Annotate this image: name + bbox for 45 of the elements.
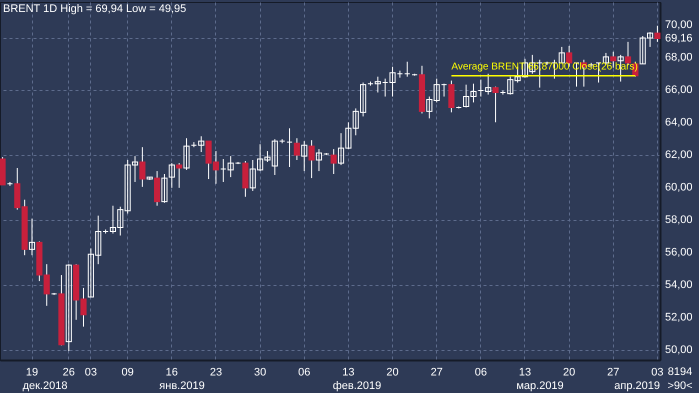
x-tick-label: 27 <box>607 366 620 378</box>
x-tick-label: 26 <box>62 366 75 378</box>
x-tick-label: 27 <box>430 366 443 378</box>
text: 8194 <box>668 366 692 378</box>
x-tick-label: 06 <box>298 366 310 378</box>
x-tick-label: 19 <box>26 366 38 378</box>
text: дек.2018 <box>22 380 68 392</box>
x-tick-label: 20 <box>386 366 399 378</box>
candlestick <box>28 218 36 256</box>
y-tick-label: 50,00 <box>665 344 693 356</box>
candlestick <box>161 174 168 204</box>
x-tick-label: 20 <box>563 366 576 378</box>
candlestick <box>558 46 565 64</box>
x-tick-label: 03 <box>84 366 97 378</box>
y-tick-label: 54,00 <box>665 279 693 292</box>
candlestick <box>183 138 190 170</box>
x-tick-label: 09 <box>122 366 134 378</box>
text: мар.2019 <box>516 380 564 392</box>
chart-title: BRENT 1D High = 69,94 Low = 49,95 <box>3 3 186 15</box>
y-tick-label: 64,00 <box>665 116 693 128</box>
x-tick-label: 03 <box>651 366 664 378</box>
candlestick <box>66 264 72 352</box>
x-tick-label: 16 <box>166 366 178 378</box>
x-tick-label: 30 <box>254 366 266 378</box>
y-tick-label: 66,00 <box>665 84 693 96</box>
candlestick <box>286 128 293 168</box>
y-tick-label: 69,16 <box>665 32 693 44</box>
candlestick <box>404 61 410 78</box>
x-tick-label: 23 <box>210 366 222 378</box>
x-tick-label: 13 <box>342 366 355 378</box>
y-tick-label: 52,00 <box>665 312 693 324</box>
y-tick-label: 70,00 <box>665 18 693 31</box>
text: >90< <box>667 380 693 392</box>
x-tick-label: 06 <box>474 366 487 378</box>
text: фев.2019 <box>332 380 382 392</box>
x-tick-label: 13 <box>518 366 532 378</box>
text: янв.2019 <box>159 380 205 392</box>
y-tick-label: 56,00 <box>665 246 693 259</box>
text: апр.2019 <box>614 380 660 392</box>
y-tick-label: 62,00 <box>665 148 693 161</box>
candlestick <box>301 140 308 172</box>
y-tick-label: 58,00 <box>665 214 693 226</box>
y-tick-label: 68,00 <box>665 51 693 64</box>
y-tick-label: 60,00 <box>665 182 693 194</box>
candlestick <box>168 162 175 188</box>
